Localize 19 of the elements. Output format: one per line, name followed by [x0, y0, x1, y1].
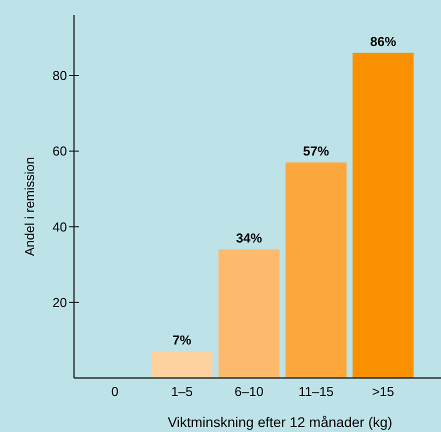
y-axis-title: Andel i remission: [22, 157, 37, 256]
data-label: 57%: [303, 143, 330, 158]
x-tick-label: 1–5: [171, 384, 193, 399]
x-tick-label: 0: [111, 384, 118, 399]
data-label: 34%: [236, 230, 262, 246]
y-tick-label: 60: [52, 144, 67, 159]
x-tick-label: 11–15: [298, 384, 334, 399]
x-axis-title: Viktminskning efter 12 månader (kg): [168, 414, 392, 430]
bar: [151, 352, 212, 378]
data-label: 7%: [172, 332, 192, 348]
y-tick-label: 40: [52, 219, 67, 234]
x-tick-label: >15: [372, 384, 394, 399]
x-tick-label: 6–10: [234, 384, 264, 399]
y-tick-label: 80: [52, 68, 67, 84]
bar: [218, 249, 280, 378]
bar: [352, 52, 414, 378]
data-label: 86%: [370, 34, 397, 49]
bar: [286, 162, 347, 378]
y-tick-label: 20: [52, 294, 67, 310]
